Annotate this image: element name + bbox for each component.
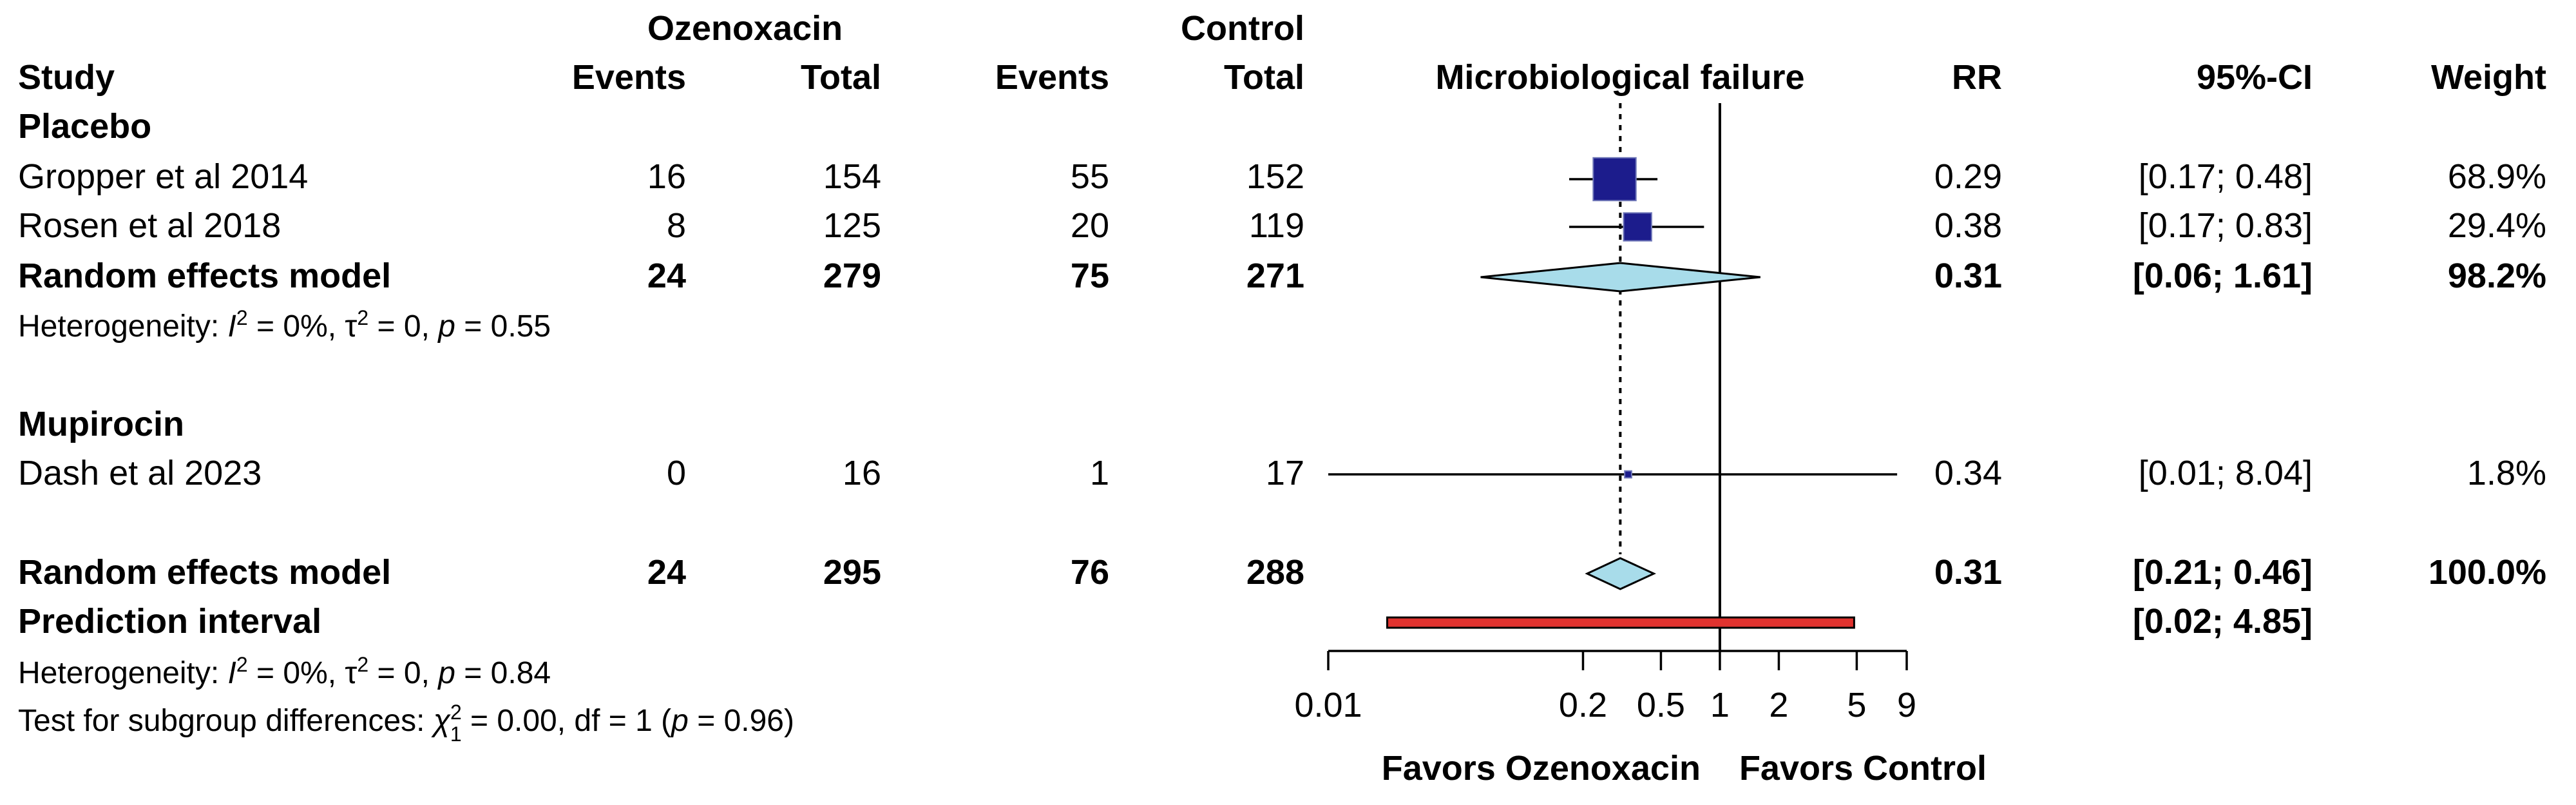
header-total-ctl: Total	[1224, 58, 1304, 97]
prediction-row: Prediction interval [0.02; 4.85]	[18, 602, 2313, 641]
events-exp: 24	[647, 553, 686, 592]
study-square	[1624, 470, 1632, 479]
total-exp: 295	[823, 553, 881, 592]
weight-value: 68.9%	[2448, 157, 2546, 196]
x-tick-label: 0.01	[1294, 686, 1362, 724]
events-ctl: 1	[1090, 454, 1109, 492]
overall-model-row: Random effects model 24 295 76 288 0.31 …	[18, 553, 2546, 592]
ci-value: [0.06; 1.61]	[2133, 257, 2313, 295]
total-exp: 154	[823, 157, 881, 196]
weight-value: 100.0%	[2428, 553, 2546, 592]
events-ctl: 20	[1071, 206, 1109, 245]
total-ctl: 288	[1246, 553, 1304, 592]
study-name: Rosen et al 2018	[18, 206, 281, 245]
model-label: Random effects model	[18, 553, 391, 592]
rr-value: 0.29	[1934, 157, 2002, 196]
x-tick-label: 5	[1847, 686, 1866, 724]
overall-diamond	[1585, 557, 1657, 590]
total-ctl: 152	[1246, 157, 1304, 196]
favors-right-label: Favors Control	[1739, 749, 1987, 788]
ci-value: [0.17; 0.83]	[2139, 206, 2313, 245]
study-name: Dash et al 2023	[18, 454, 262, 492]
model-label: Random effects model	[18, 257, 391, 295]
heterogeneity-text: Heterogeneity: I2 = 0%, τ2 = 0, p = 0.55	[18, 306, 551, 344]
total-ctl: 119	[1249, 206, 1304, 245]
header-study: Study	[18, 58, 115, 97]
weight-value: 98.2%	[2448, 257, 2546, 295]
plot-area: 0.01 0.2 0.5 1 2 5 9 Favors Ozenoxacin Favors Co…	[1294, 103, 1987, 788]
ci-value: [0.01; 8.04]	[2139, 454, 2313, 492]
study-row: Gropper et al 2014 16 154 55 152 0.29 [0…	[18, 157, 2546, 196]
weight-value: 29.4%	[2448, 206, 2546, 245]
study-square	[1623, 212, 1652, 242]
events-ctl: 55	[1071, 157, 1109, 196]
study-name: Gropper et al 2014	[18, 157, 308, 196]
header-group-experimental: Ozenoxacin	[647, 9, 843, 48]
events-ctl: 76	[1071, 553, 1109, 592]
x-tick-label: 2	[1769, 686, 1788, 724]
x-tick-label: 1	[1710, 686, 1730, 724]
total-exp: 279	[823, 257, 881, 295]
prediction-ci: [0.02; 4.85]	[2133, 602, 2313, 641]
header-events-exp: Events	[572, 58, 686, 97]
total-exp: 125	[823, 206, 881, 245]
header-rr: RR	[1952, 58, 2002, 97]
overall-heterogeneity-text: Heterogeneity: I2 = 0%, τ2 = 0, p = 0.84	[18, 653, 551, 690]
rr-value: 0.38	[1934, 206, 2002, 245]
weight-value: 1.8%	[2467, 454, 2546, 492]
total-ctl: 271	[1246, 257, 1304, 295]
rr-value: 0.31	[1934, 553, 2002, 592]
events-exp: 16	[647, 157, 686, 196]
prediction-label: Prediction interval	[18, 602, 321, 641]
subgroup-label: Mupirocin	[18, 405, 184, 443]
x-tick-label: 0.2	[1559, 686, 1607, 724]
events-exp: 8	[667, 206, 686, 245]
subgroup-label: Placebo	[18, 107, 151, 146]
x-tick-label: 9	[1897, 686, 1916, 724]
study-row: Dash et al 2023 0 16 1 17 0.34 [0.01; 8.…	[18, 454, 2546, 492]
header-plot-label: Microbiological failure	[1435, 58, 1804, 97]
rr-value: 0.31	[1934, 257, 2002, 295]
rr-value: 0.34	[1934, 454, 2002, 492]
total-exp: 16	[843, 454, 881, 492]
study-square	[1592, 157, 1637, 202]
prediction-interval-bar	[1386, 616, 1855, 629]
subgroup-test-text: Test for subgroup differences: χ2 1 = 0.0…	[18, 701, 794, 746]
header-weight: Weight	[2431, 58, 2546, 97]
events-ctl: 75	[1071, 257, 1109, 295]
study-row: Rosen et al 2018 8 125 20 119 0.38 [0.17…	[18, 206, 2546, 245]
events-exp: 24	[647, 257, 686, 295]
header-group-control: Control	[1181, 9, 1304, 48]
x-tick-label: 0.5	[1637, 686, 1685, 724]
ci-value: [0.17; 0.48]	[2139, 157, 2313, 196]
header-total-exp: Total	[801, 58, 881, 97]
header-events-ctl: Events	[995, 58, 1109, 97]
total-ctl: 17	[1266, 454, 1304, 492]
subgroup-model-row: Random effects model 24 279 75 271 0.31 …	[18, 257, 2546, 295]
events-exp: 0	[667, 454, 686, 492]
header-ci: 95%-CI	[2197, 58, 2313, 97]
favors-left-label: Favors Ozenoxacin	[1382, 749, 1701, 788]
subgroup-diamond	[1480, 262, 1760, 293]
ci-value: [0.21; 0.46]	[2133, 553, 2313, 592]
